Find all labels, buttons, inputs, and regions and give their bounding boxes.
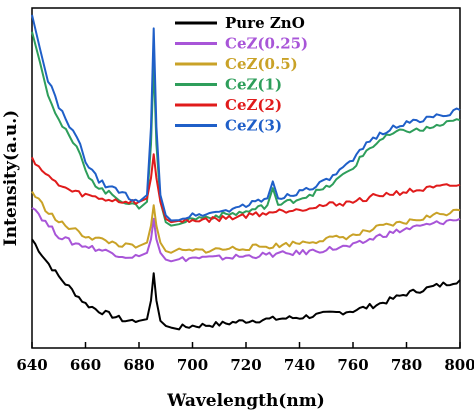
x-axis-ticks: 640 660 680 700 720 740 760 780 800: [16, 342, 474, 374]
y-axis-title: Intensity(a.u.): [1, 110, 21, 246]
x-tick-label: 700: [177, 356, 208, 374]
x-tick-label: 660: [70, 356, 101, 374]
x-tick-label: 640: [16, 356, 47, 374]
series-line-cez-0-5: [31, 190, 461, 254]
x-axis-title: Wavelength(nm): [166, 391, 325, 411]
legend-label: CeZ(1): [225, 76, 282, 94]
legend-label: CeZ(2): [225, 96, 282, 114]
x-tick-label: 720: [230, 356, 261, 374]
x-tick-label: 680: [123, 356, 154, 374]
legend-label: CeZ(3): [225, 117, 282, 135]
x-tick-label: 800: [444, 356, 474, 374]
series-line-cez-3: [31, 14, 461, 222]
x-tick-label: 740: [284, 356, 315, 374]
legend-label: CeZ(0.5): [225, 55, 298, 73]
x-tick-label: 760: [337, 356, 368, 374]
series-line-cez-2: [31, 153, 461, 224]
series-layer: [31, 14, 461, 331]
series-line-cez-0-25: [31, 207, 461, 263]
legend-label: CeZ(0.25): [225, 35, 308, 53]
series-line-pure-zno: [31, 238, 461, 331]
series-line-cez-1: [31, 31, 461, 227]
x-tick-label: 780: [391, 356, 422, 374]
legend: Pure ZnO CeZ(0.25) CeZ(0.5) CeZ(1) CeZ(2) CeZ…: [175, 14, 308, 135]
legend-label: Pure ZnO: [225, 14, 305, 32]
